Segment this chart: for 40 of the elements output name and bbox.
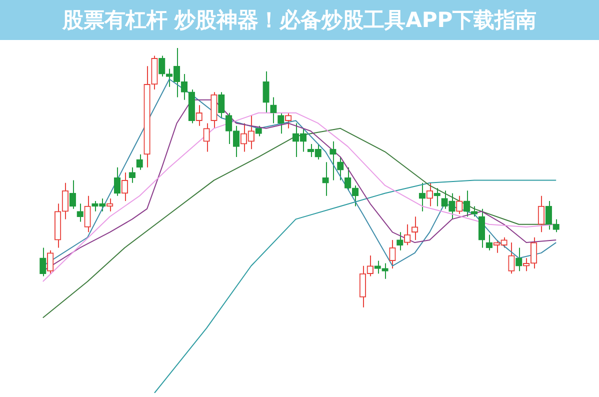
candlestick	[404, 224, 411, 246]
chart-title: 股票有杠杆 炒股神器！必备炒股工具APP下载指南	[0, 0, 599, 40]
candlestick	[396, 232, 404, 251]
candlestick	[538, 195, 545, 233]
candlestick	[255, 125, 262, 137]
candlestick	[69, 180, 76, 210]
candlestick	[389, 239, 396, 269]
candlestick	[337, 156, 344, 181]
candlestick	[203, 122, 210, 152]
candlestick	[285, 112, 292, 129]
candlestick	[158, 55, 166, 78]
candlestick	[322, 162, 329, 196]
candlestick	[232, 125, 240, 158]
candlestick	[516, 247, 522, 272]
candlestick	[382, 262, 388, 280]
candlestick	[76, 203, 84, 222]
candlestick	[508, 242, 515, 274]
candlestick	[47, 250, 54, 274]
candlestick	[374, 260, 381, 274]
candlestick	[121, 172, 128, 202]
candlestick	[196, 104, 202, 126]
candlestick	[262, 70, 270, 114]
candlestick	[40, 247, 46, 277]
candlestick	[226, 112, 232, 144]
candlestick	[270, 96, 277, 124]
candlestick	[114, 166, 121, 196]
candlestick	[84, 195, 91, 233]
candlestick	[486, 234, 492, 251]
candlestick	[456, 195, 463, 215]
candlestick	[330, 140, 336, 181]
candlestick	[218, 92, 225, 119]
candlestick	[136, 154, 143, 170]
candlestick	[470, 206, 478, 218]
candlestick	[478, 208, 486, 248]
candlestick	[411, 216, 418, 240]
candlestick	[418, 182, 426, 212]
candlestick	[278, 112, 284, 134]
candlestick	[128, 166, 136, 184]
candlestick	[426, 182, 433, 207]
candlestick	[62, 182, 69, 220]
